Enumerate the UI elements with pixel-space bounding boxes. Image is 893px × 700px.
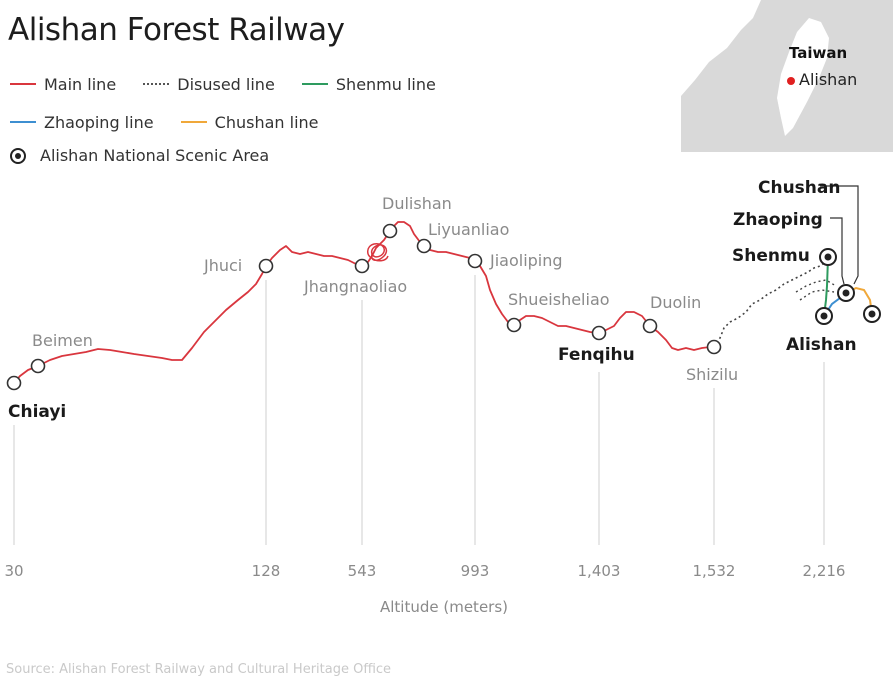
station-label-chushan: Chushan [758, 178, 840, 198]
legend-main-line: Main line [10, 75, 116, 94]
station-marker-jiaoliping [467, 253, 483, 269]
disused-line-swatch [143, 83, 170, 85]
station-label-beimen: Beimen [32, 331, 93, 350]
station-label-fenqihu: Fenqihu [558, 345, 635, 365]
station-marker-duolin [642, 318, 658, 334]
page-title: Alishan Forest Railway [8, 12, 345, 48]
disused-line-branches [795, 279, 837, 301]
scenic-marker-shenmu [819, 248, 837, 266]
major-station-labels: Chiayi Fenqihu Shenmu Zhaoping Chushan A… [8, 178, 857, 422]
station-marker-jhangnaoliao [354, 258, 370, 274]
main-line-swatch [10, 83, 36, 85]
legend-disused-line-label: Disused line [177, 74, 275, 94]
inset-map-marker-label: Alishan [799, 70, 858, 89]
station-marker-dulishan [382, 223, 398, 239]
station-label-jhangnaoliao: Jhangnaoliao [303, 277, 407, 296]
altitude-tick-1: 128 [252, 562, 281, 580]
legend-zhaoping-line-label: Zhaoping line [44, 112, 154, 132]
scenic-marker-alishan [815, 307, 833, 325]
disused-line-path [713, 261, 827, 348]
legend-chushan-line-label: Chushan line [214, 112, 319, 132]
taiwan-inset-map: Taiwan Alishan [681, 0, 893, 152]
station-label-shenmu: Shenmu [732, 246, 810, 266]
altitude-axis-label: Altitude (meters) [380, 598, 508, 616]
legend-shenmu-line: Shenmu line [301, 74, 436, 94]
station-label-jhuci: Jhuci [203, 256, 242, 275]
station-marker-shueisheliao [506, 317, 522, 333]
altitude-tick-5: 1,532 [693, 562, 736, 580]
scenic-marker-zhaoping [837, 284, 855, 302]
altitude-tick-2: 543 [348, 562, 377, 580]
legend-main-line-label: Main line [44, 74, 117, 94]
legend-chushan-line: Chushan line [180, 112, 319, 132]
dulishan-spiral-path [367, 243, 389, 262]
legend-shenmu-line-label: Shenmu line [335, 74, 436, 94]
source-note: Source: Alishan Forest Railway and Cultu… [6, 662, 392, 677]
station-marker-beimen [30, 358, 46, 374]
station-marker-jhuci [258, 258, 274, 274]
station-marker-fenqihu [591, 325, 607, 341]
scenic-marker-chushan [863, 305, 881, 323]
station-label-liyuanliao: Liyuanliao [428, 220, 509, 239]
scenic-area-markers [815, 248, 881, 325]
chushan-line-swatch [180, 121, 207, 123]
inset-map-title: Taiwan [789, 44, 848, 62]
legend-row-2: Zhaoping line Chushan line [10, 108, 341, 132]
shenmu-line-swatch [301, 83, 328, 85]
alishan-map-marker [787, 77, 795, 85]
altitude-guide-lines [13, 275, 825, 545]
taiwan-map-shape [681, 0, 829, 136]
altitude-tick-4: 1,403 [578, 562, 621, 580]
leader-lines [820, 185, 859, 285]
station-label-chiayi: Chiayi [8, 402, 66, 422]
altitude-tick-0: 30 [4, 562, 23, 580]
station-label-duolin: Duolin [650, 293, 701, 312]
chushan-leader-line [820, 185, 859, 285]
station-marker-liyuanliao [416, 238, 432, 254]
minor-station-labels: Beimen Jhuci Jhangnaoliao Dulishan Liyua… [32, 194, 738, 384]
station-label-shizilu: Shizilu [686, 365, 738, 384]
scenic-area-icon [10, 147, 26, 164]
station-marker-shizilu [706, 339, 722, 355]
altitude-tick-labels: 30 128 543 993 1,403 1,532 2,216 [4, 562, 845, 580]
station-label-alishan: Alishan [786, 335, 857, 355]
altitude-tick-3: 993 [461, 562, 490, 580]
zhaoping-leader-line [830, 217, 845, 285]
station-label-jiaoliping: Jiaoliping [489, 251, 563, 270]
station-label-shueisheliao: Shueisheliao [508, 290, 610, 309]
legend-scenic-area-label: Alishan National Scenic Area [40, 146, 270, 165]
legend-row-3: Alishan National Scenic Area [10, 146, 291, 168]
station-markers [6, 223, 722, 391]
altitude-tick-6: 2,216 [803, 562, 846, 580]
legend-disused-line: Disused line [143, 75, 275, 94]
legend-row-1: Main line Disused line Shenmu line [10, 70, 458, 94]
zhaoping-line-swatch [10, 121, 36, 123]
station-marker-chiayi [6, 375, 22, 391]
station-label-dulishan: Dulishan [382, 194, 452, 213]
legend-scenic-area: Alishan National Scenic Area [10, 146, 269, 165]
station-label-zhaoping: Zhaoping [733, 210, 823, 230]
legend-zhaoping-line: Zhaoping line [10, 113, 154, 132]
